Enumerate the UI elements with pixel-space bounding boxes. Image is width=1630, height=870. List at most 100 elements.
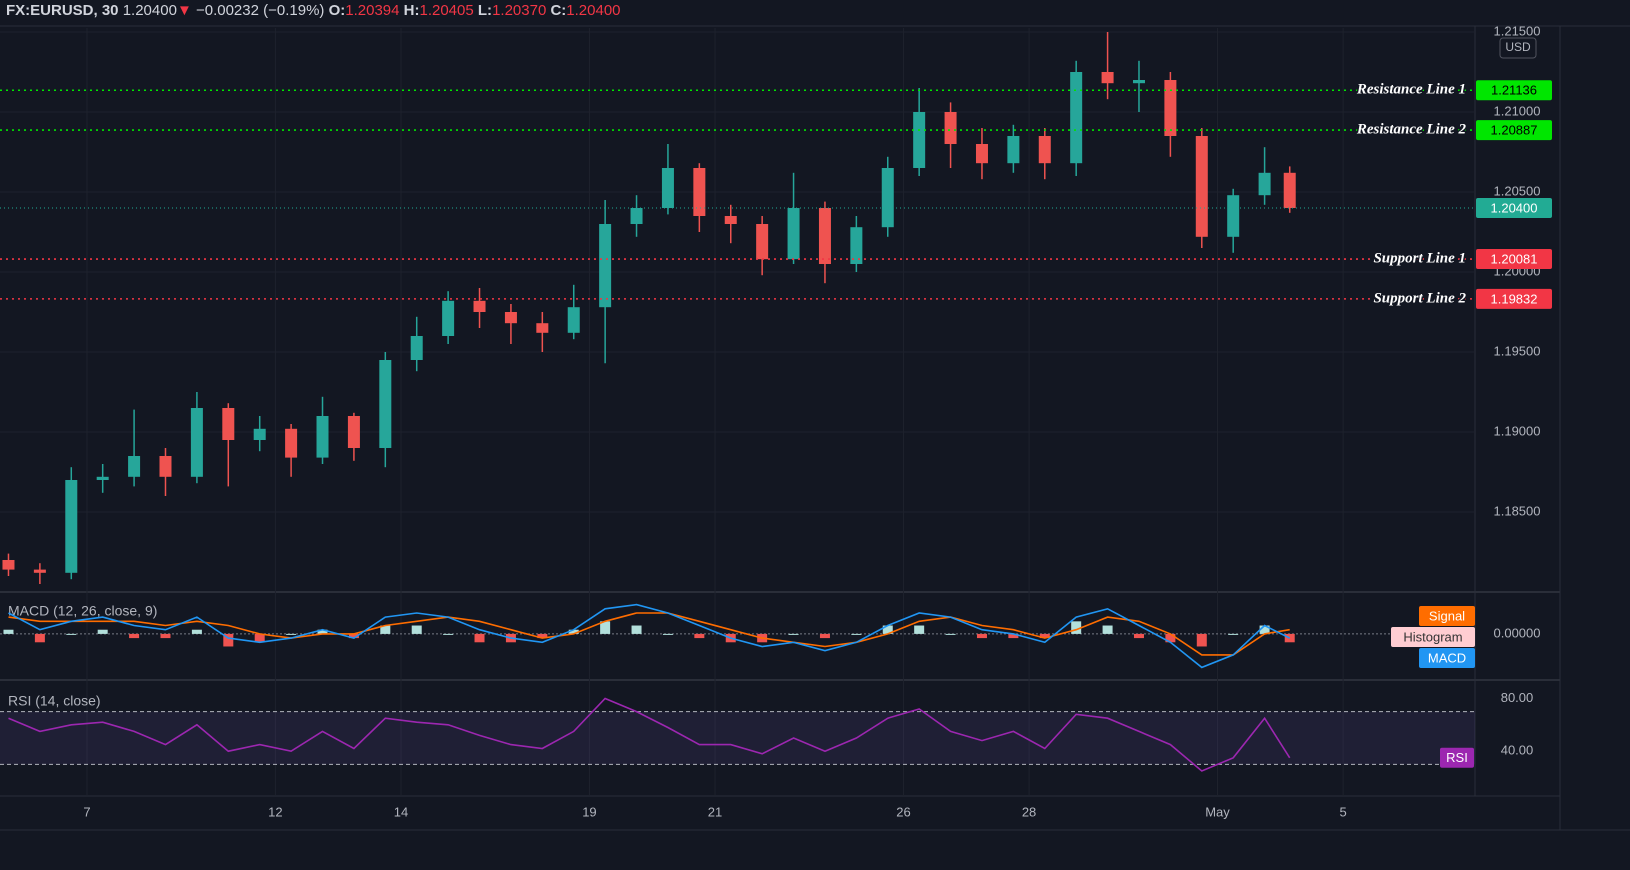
candle-body [285,428,298,458]
y-tick-label: 1.19000 [1494,423,1541,438]
candle-body [693,168,706,216]
histogram-bar [851,633,862,635]
candle-body [65,480,78,573]
candle-body [1258,172,1271,196]
x-tick-label: 14 [394,804,408,819]
candle-body [190,408,203,477]
arrow: ▼ [176,2,192,19]
histogram-bar [223,633,234,647]
candle-body [159,456,172,477]
candle-body [881,168,894,228]
histogram-bar [348,633,359,639]
candle-body [599,224,612,308]
legend-box [1440,747,1474,768]
legend-label: RSI [1446,750,1468,765]
y-tick-label: 80.00 [1501,690,1534,705]
level-value-box [1476,120,1552,141]
level-name: Resistance Line 2 [1356,122,1467,138]
candle-body [1164,80,1177,136]
histogram-bar [97,629,108,634]
series-line [8,603,1291,669]
candle-body [1195,136,1208,237]
plot-bg [0,26,1475,796]
series-line [8,612,1290,656]
y-tick-label: 0.00000 [1494,625,1541,640]
candle-body [850,227,863,264]
histogram-bar [631,625,642,634]
level-value-label: 1.19832 [1491,291,1538,306]
ohlc-value: 1.20405 [419,2,474,19]
ohlc-key: L: [477,2,493,19]
legend-label: Signal [1429,608,1465,623]
histogram-bar [1008,633,1019,639]
candle-body [567,307,580,333]
histogram-bar [914,625,925,634]
candle-body [975,144,988,164]
histogram-bar [1196,633,1207,647]
level-value-box [1476,80,1552,101]
symbol-header: FX:EURUSD, 30 1.20400▼ −0.00232 (−0.19%)… [6,2,621,19]
candle-body [1070,72,1083,164]
candle-body [1227,195,1240,237]
last: 1.20400 [122,2,177,19]
candle-body [724,216,737,224]
histogram-bar [474,633,485,643]
histogram-bar [945,633,956,635]
level-name: Support Line 2 [1373,290,1466,306]
histogram-bar [317,629,328,634]
histogram-bar [662,633,673,635]
candle-body [1007,136,1020,164]
histogram-bar [1165,633,1176,643]
x-tick-label: 26 [896,804,910,819]
pane-title: RSI (14, close) [8,693,101,709]
currency: USD [1505,40,1531,54]
pane-title: MACD (12, 26, close, 9) [8,603,157,619]
candle-body [1132,80,1145,84]
x-tick-label: May [1205,804,1230,819]
y-tick-label: 40.00 [1501,743,1534,758]
candle-body [253,428,266,440]
histogram-bar [882,625,893,634]
level-value-label: 1.21136 [1491,83,1537,98]
histogram-bar [34,633,45,643]
histogram-bar [694,633,705,639]
x-tick-label: 19 [582,804,596,819]
histogram-bar [443,633,454,635]
x-tick-label: 5 [1339,804,1346,819]
histogram-bar [537,633,548,639]
ohlc-key: O: [328,2,346,19]
level-name: Support Line 1 [1373,250,1466,266]
histogram-bar [3,629,14,634]
x-tick-label: 28 [1022,804,1036,819]
histogram-bar [1102,625,1113,634]
histogram-bar [254,633,265,643]
rsi-band [0,711,1475,765]
legend-box [1419,606,1475,626]
legend-label: MACD [1428,650,1466,665]
candles [2,32,1296,584]
candle-body [536,323,549,333]
candle-body [661,168,674,208]
candle-body [756,224,769,260]
histogram-bar [976,633,987,639]
histogram-bar [66,633,77,635]
histogram-bar [160,633,171,639]
histogram-bar [129,633,140,639]
series-line [8,697,1291,772]
symbol[interactable]: FX:EURUSD, 30 [6,2,119,19]
y-tick-label: 1.21000 [1494,103,1541,118]
histogram-bar [411,625,422,634]
histogram-bar [819,633,830,639]
legend-box [1419,648,1475,668]
candle-body [347,416,360,448]
histogram-bar [600,621,611,634]
level-name: Resistance Line 1 [1356,82,1466,98]
level-value-box [1476,249,1552,270]
histogram-bar [568,629,579,634]
candle-body [913,112,926,168]
last-price-label: 1.20400 [1491,200,1538,215]
candle-body [818,208,831,264]
candle-body [410,336,423,360]
candle-body [33,569,46,573]
ohlc-value: 1.20400 [566,2,621,19]
